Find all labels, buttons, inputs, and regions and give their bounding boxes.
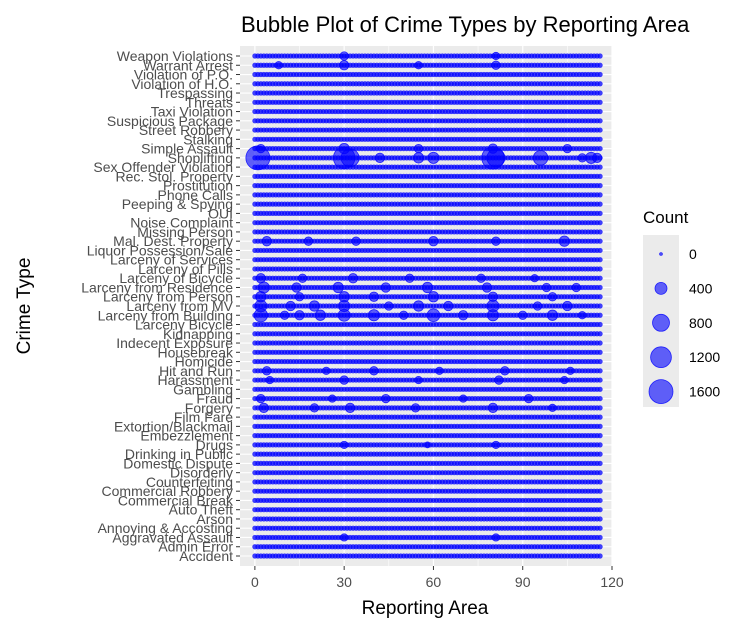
chart-title: Bubble Plot of Crime Types by Reporting … bbox=[241, 12, 690, 37]
bubble-marker bbox=[597, 247, 603, 254]
bubble-marker bbox=[597, 331, 603, 337]
bubble-marker bbox=[597, 460, 603, 467]
bubble-marker bbox=[597, 553, 603, 559]
bubble-layer bbox=[245, 51, 603, 559]
bubble-marker bbox=[597, 544, 603, 550]
bubble-marker bbox=[597, 321, 603, 328]
bubble-marker bbox=[597, 312, 603, 318]
bubble-marker bbox=[597, 377, 603, 383]
bubble-marker bbox=[597, 470, 603, 476]
bubble-marker bbox=[597, 516, 603, 522]
bubble-marker bbox=[597, 442, 603, 448]
bubble-marker bbox=[597, 257, 603, 263]
bubble-marker bbox=[597, 192, 603, 198]
bubble-marker bbox=[597, 284, 603, 291]
bubble-marker bbox=[597, 479, 603, 485]
bubble-marker bbox=[597, 534, 603, 541]
bubble-marker bbox=[597, 275, 603, 281]
bubble-marker bbox=[597, 414, 603, 420]
bubble-marker bbox=[597, 220, 603, 226]
bubble-marker bbox=[597, 488, 603, 494]
bubble-marker bbox=[597, 303, 603, 309]
bubble-marker bbox=[597, 349, 603, 355]
bubble-marker bbox=[597, 368, 603, 374]
bubble-marker bbox=[597, 525, 603, 531]
bubble-marker bbox=[597, 507, 603, 513]
bubble-marker bbox=[597, 423, 603, 429]
bubble-marker bbox=[597, 183, 603, 189]
bubble-marker bbox=[597, 173, 603, 179]
bubble-marker bbox=[597, 294, 603, 300]
bubble-marker bbox=[597, 210, 603, 217]
bubble-marker bbox=[597, 433, 603, 439]
bubble-marker bbox=[597, 266, 603, 272]
bubble-marker bbox=[597, 451, 603, 457]
bubble-marker bbox=[597, 340, 603, 346]
bubble-marker bbox=[597, 497, 603, 504]
bubble-marker bbox=[597, 386, 603, 392]
bubble-marker bbox=[597, 405, 603, 411]
bubble-marker bbox=[597, 229, 603, 235]
bubble-marker bbox=[597, 238, 603, 244]
bubble-marker bbox=[597, 358, 603, 365]
bubble-marker bbox=[597, 201, 603, 207]
bubble-marker bbox=[597, 395, 603, 402]
